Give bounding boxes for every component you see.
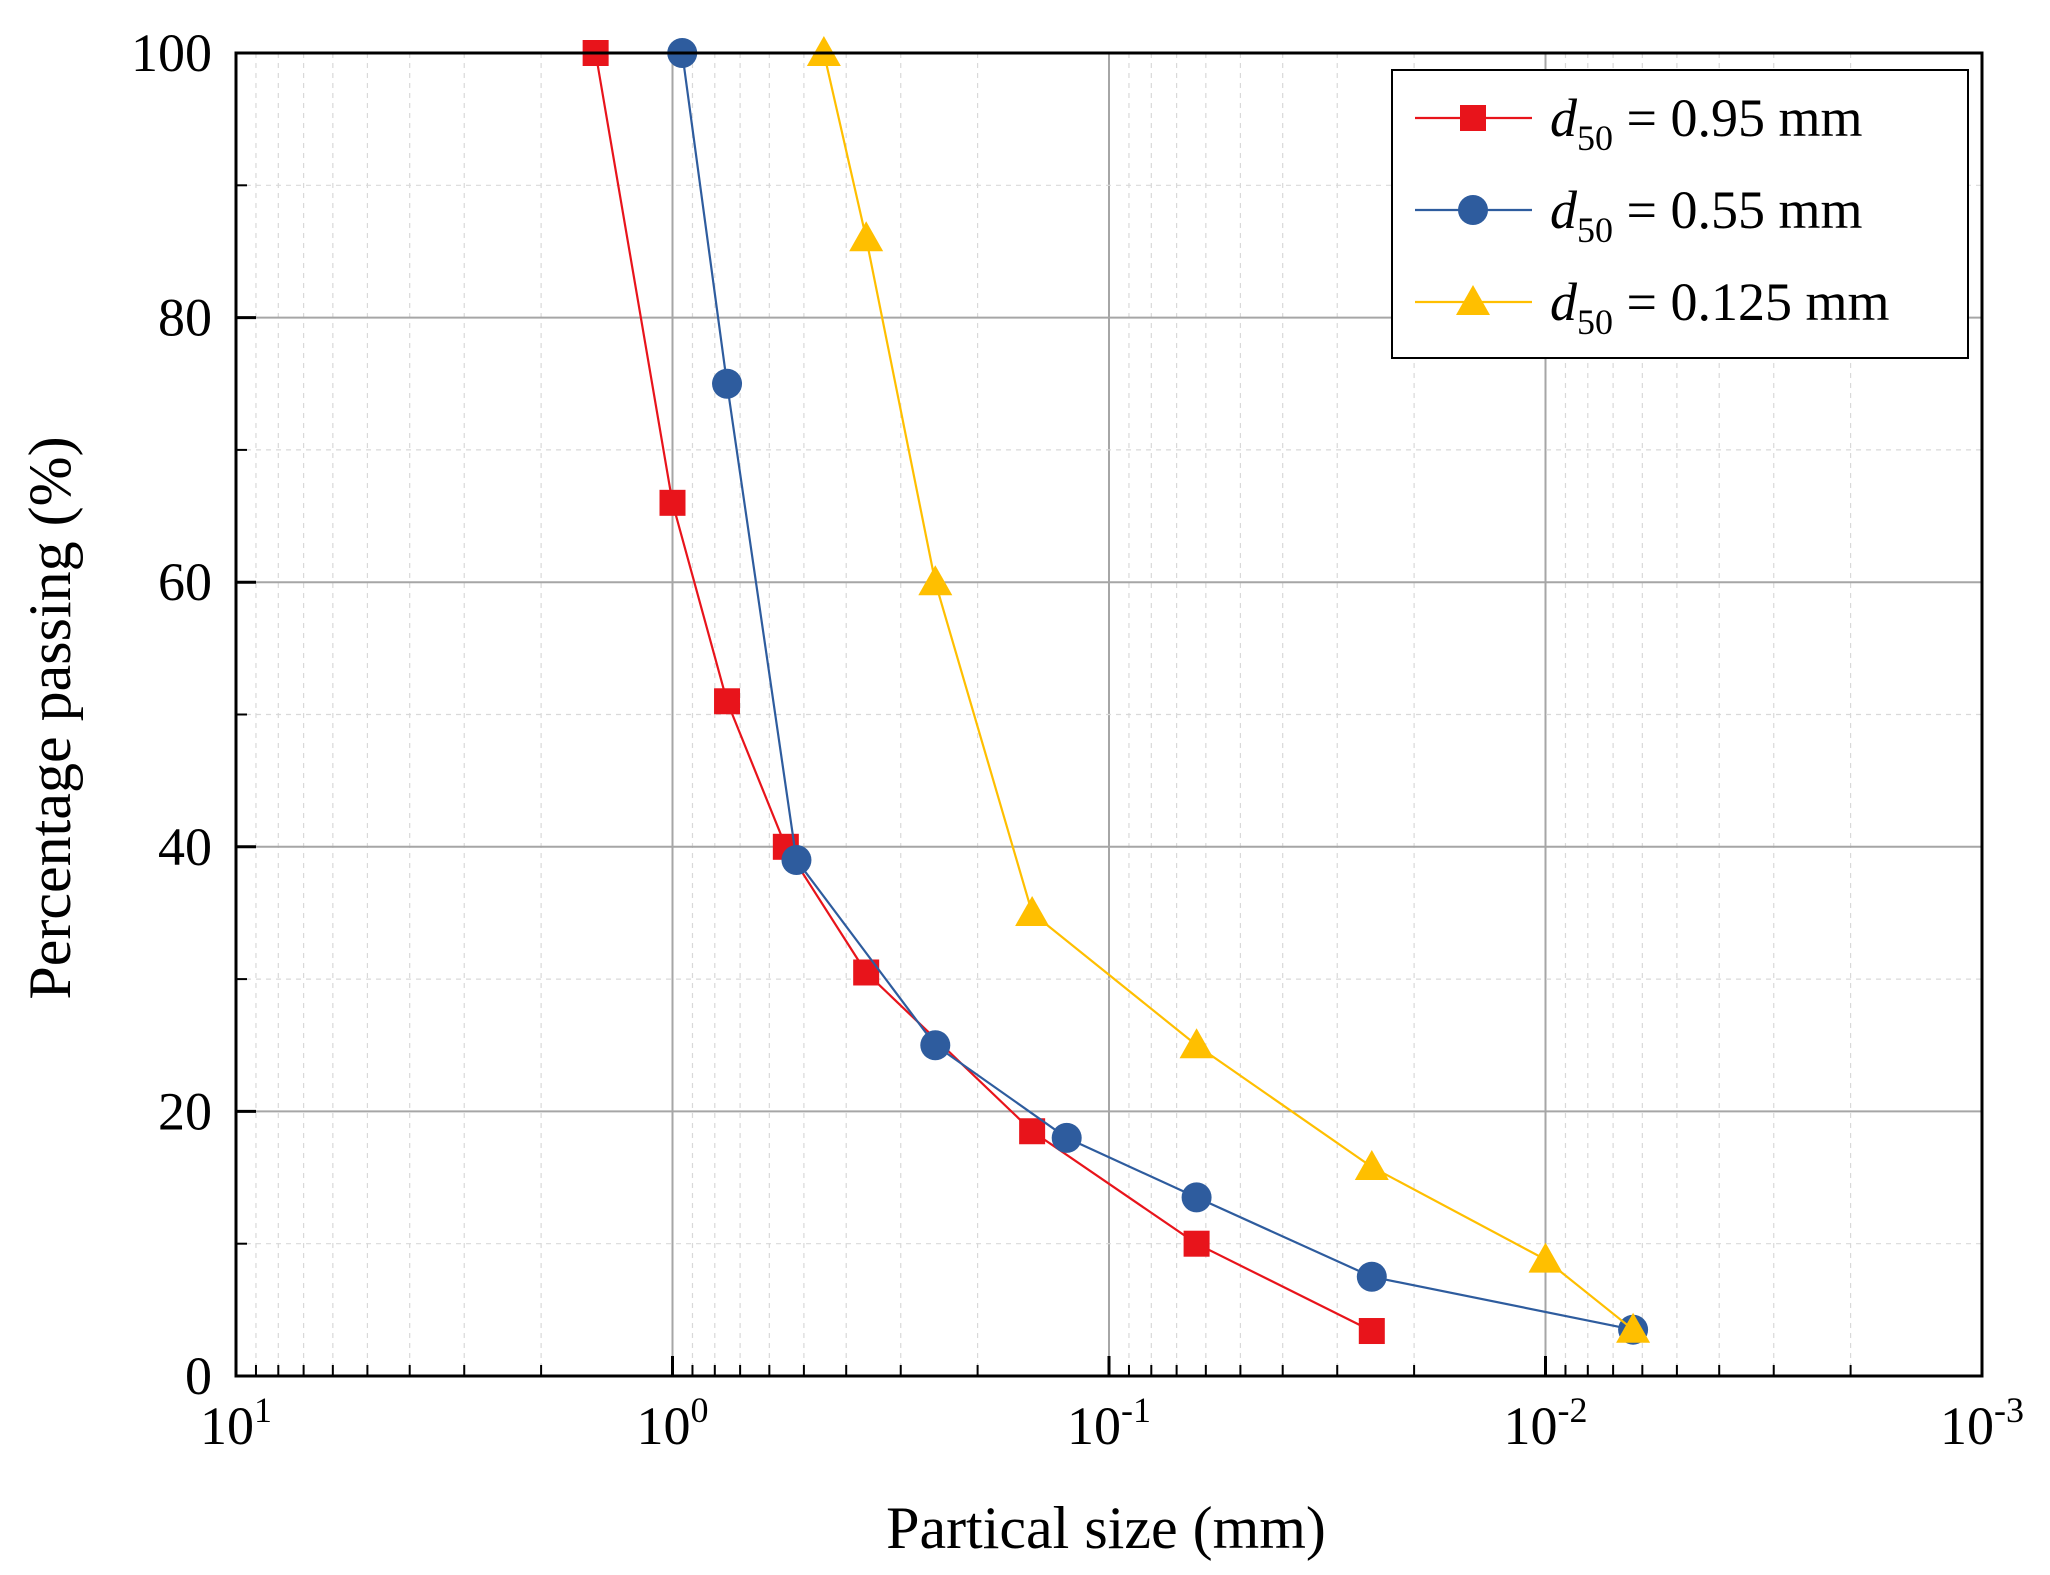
x-axis-title: Partical size (mm): [886, 1495, 1326, 1561]
data-point: [1354, 1149, 1389, 1180]
data-point: [1179, 1028, 1214, 1059]
x-tick-label: 10-3: [1940, 1390, 2024, 1456]
data-point: [781, 845, 812, 876]
data-point: [920, 1030, 951, 1061]
data-point: [1358, 1318, 1385, 1345]
data-point: [1356, 1261, 1387, 1292]
series-line: [681, 52, 1634, 1331]
legend-marker: [1458, 195, 1488, 225]
data-point: [1616, 1312, 1651, 1343]
legend-label: d50 = 0.95 mm: [1550, 88, 1862, 158]
legend-label: d50 = 0.55 mm: [1550, 180, 1862, 250]
data-point: [806, 36, 841, 66]
y-tick-label: 20: [158, 1081, 212, 1141]
data-point: [1528, 1242, 1563, 1273]
data-point: [714, 688, 741, 715]
series-1: [582, 40, 1385, 1345]
data-point: [1183, 1230, 1210, 1257]
y-tick-label: 0: [185, 1346, 212, 1406]
legend-entries: d50 = 0.95 mm d50 = 0.55 mm d50 = 0.125 mm: [1415, 88, 1889, 342]
x-tick-label: 100: [637, 1390, 709, 1456]
y-tick-labels: 0 20 40 60 80 100: [131, 23, 212, 1406]
legend-entry-2: d50 = 0.55 mm: [1415, 180, 1862, 250]
data-point: [659, 489, 686, 516]
axis-ticks: [234, 51, 1984, 1378]
series-line: [594, 52, 1373, 1333]
legend-label: d50 = 0.125 mm: [1550, 272, 1889, 342]
x-tick-label: 101: [200, 1390, 272, 1456]
series-line: [822, 52, 1634, 1331]
y-tick-label: 100: [131, 23, 212, 83]
data-point: [849, 221, 884, 252]
data-point: [712, 368, 743, 399]
y-tick-label: 60: [158, 552, 212, 612]
legend: d50 = 0.95 mm d50 = 0.55 mm d50 = 0.125 mm: [1391, 69, 1969, 359]
y-tick-label: 80: [158, 288, 212, 348]
legend-entry-3: d50 = 0.125 mm: [1415, 272, 1889, 342]
y-axis-title: Percentage passing (%): [17, 436, 83, 999]
data-point: [1015, 895, 1050, 926]
legend-entry-1: d50 = 0.95 mm: [1415, 88, 1862, 158]
x-tick-label: 10-1: [1067, 1390, 1151, 1456]
data-point: [1051, 1122, 1082, 1153]
y-tick-label: 40: [158, 817, 212, 877]
legend-marker: [1456, 285, 1490, 315]
data-point: [1019, 1118, 1046, 1145]
x-tick-label: 10-2: [1504, 1390, 1588, 1456]
legend-marker: [1460, 105, 1486, 131]
data-point: [918, 565, 953, 596]
x-tick-labels: 101 100 10-1 10-2 10-3: [200, 1390, 2024, 1456]
data-point: [1181, 1182, 1212, 1213]
series-3: [806, 36, 1651, 1343]
